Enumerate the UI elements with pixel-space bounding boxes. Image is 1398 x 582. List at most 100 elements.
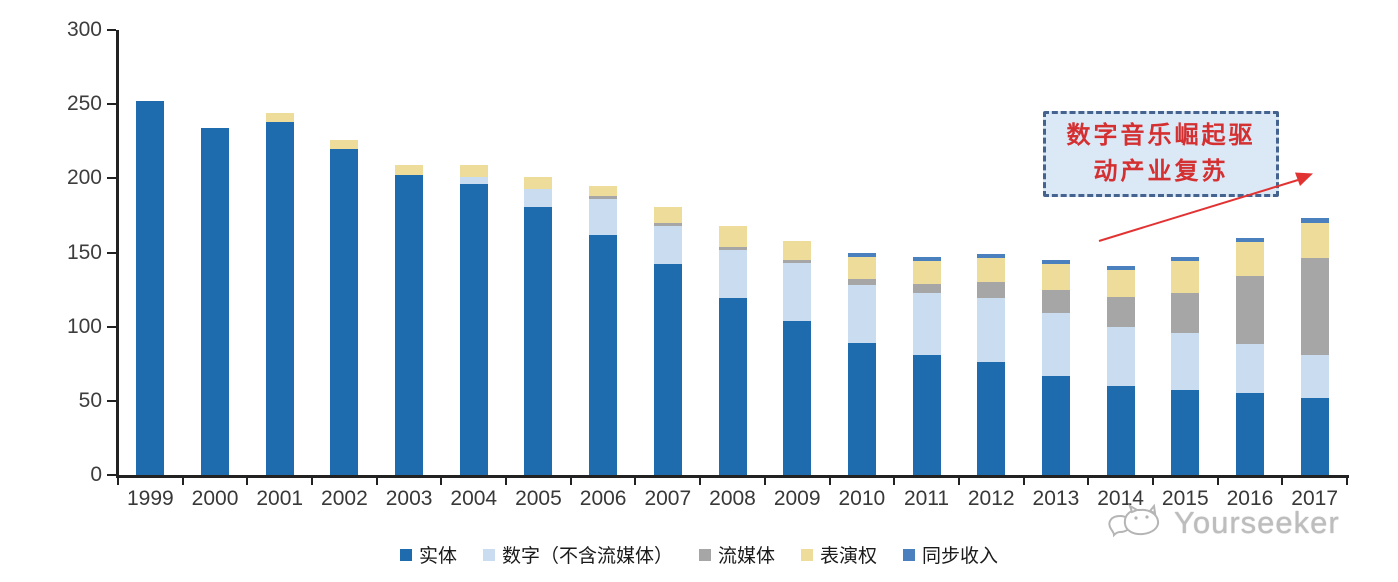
x-tick bbox=[375, 477, 378, 485]
y-tick-label: 100 bbox=[66, 314, 102, 338]
x-tick bbox=[311, 477, 314, 485]
x-axis-label: 2011 bbox=[903, 487, 950, 510]
bar-segment-2004 bbox=[459, 164, 488, 177]
y-tick bbox=[107, 325, 116, 328]
x-axis-label: 2012 bbox=[967, 487, 1015, 510]
x-tick bbox=[440, 477, 443, 485]
legend-label: 实体 bbox=[418, 546, 457, 567]
bar-segment-2011 bbox=[912, 292, 941, 355]
bar-segment-2001 bbox=[265, 113, 294, 122]
x-axis-label: 2000 bbox=[191, 487, 239, 510]
x-axis-label: 2016 bbox=[1226, 487, 1274, 510]
bar-segment-2013 bbox=[1041, 259, 1070, 265]
x-tick bbox=[1087, 477, 1090, 485]
legend: 实体 数字（不含流媒体） 流媒体 表演权 同步收入 bbox=[0, 541, 1398, 568]
bar-segment-2012 bbox=[977, 298, 1006, 363]
y-tick bbox=[107, 399, 116, 402]
y-tick-label: 200 bbox=[66, 166, 102, 190]
y-tick bbox=[107, 251, 116, 254]
x-tick bbox=[505, 477, 508, 485]
x-axis-label: 2008 bbox=[709, 487, 756, 510]
x-axis-label: 2003 bbox=[385, 487, 433, 510]
annotation-text-line: 数字音乐崛起驱 bbox=[1066, 122, 1256, 149]
bar-segment-2016 bbox=[1235, 344, 1264, 394]
bar-segment-2010 bbox=[847, 285, 876, 343]
x-axis-label: 2013 bbox=[1032, 487, 1080, 510]
x-tick bbox=[828, 477, 831, 485]
bar-segment-2004 bbox=[459, 176, 488, 185]
bar-segment-2014 bbox=[1106, 386, 1135, 475]
bar-segment-2016 bbox=[1235, 237, 1264, 243]
x-axis-label: 2017 bbox=[1291, 487, 1339, 510]
bar-segment-2013 bbox=[1041, 264, 1070, 290]
bar-segment-2015 bbox=[1171, 261, 1200, 293]
y-tick bbox=[107, 474, 116, 476]
annotation-text-line: 动产业复苏 bbox=[1093, 158, 1229, 185]
legend-label: 流媒体 bbox=[717, 546, 775, 567]
x-tick bbox=[1216, 477, 1219, 485]
bar-segment-2012 bbox=[977, 362, 1006, 475]
legend-swatch-icon bbox=[698, 548, 711, 561]
x-axis-label: 1999 bbox=[126, 487, 174, 510]
x-tick bbox=[1022, 477, 1025, 485]
bar-segment-2017 bbox=[1300, 397, 1329, 475]
y-tick-label: 250 bbox=[66, 92, 102, 116]
y-axis-line bbox=[116, 30, 119, 477]
x-axis-label: 2002 bbox=[321, 487, 368, 510]
bar-segment-2012 bbox=[977, 253, 1006, 259]
bar-segment-2007 bbox=[653, 264, 682, 475]
bar-segment-2010 bbox=[847, 256, 876, 280]
legend-item: 同步收入 bbox=[903, 541, 998, 568]
bar-segment-2013 bbox=[1041, 289, 1070, 314]
bar-segment-2014 bbox=[1106, 326, 1135, 386]
bar-segment-2013 bbox=[1041, 313, 1070, 376]
watermark: Yourseeker bbox=[1106, 502, 1340, 544]
bar-segment-1999 bbox=[136, 101, 165, 475]
legend-label: 同步收入 bbox=[922, 546, 999, 567]
x-tick bbox=[763, 477, 766, 485]
bar-segment-2008 bbox=[718, 298, 747, 475]
bar-segment-2011 bbox=[912, 354, 941, 475]
bar-segment-2002 bbox=[330, 148, 359, 475]
x-axis-label: 2006 bbox=[579, 487, 627, 510]
bar-segment-2017 bbox=[1300, 218, 1329, 223]
y-tick bbox=[107, 103, 116, 106]
bar-segment-2007 bbox=[653, 206, 682, 223]
x-tick bbox=[1346, 477, 1348, 485]
legend-swatch-icon bbox=[801, 548, 813, 561]
bar-segment-2007 bbox=[653, 222, 682, 226]
x-axis-label: 2005 bbox=[515, 487, 562, 510]
bar-segment-2001 bbox=[265, 121, 294, 475]
bar-segment-2003 bbox=[395, 175, 424, 475]
bar-segment-2010 bbox=[847, 342, 876, 475]
y-tick-label: 150 bbox=[66, 240, 102, 264]
bar-segment-2017 bbox=[1300, 222, 1329, 259]
bar-segment-2017 bbox=[1300, 258, 1329, 355]
bar-segment-2008 bbox=[718, 249, 747, 299]
x-tick bbox=[634, 477, 637, 485]
bar-segment-2007 bbox=[653, 225, 682, 265]
bar-segment-2009 bbox=[783, 240, 812, 260]
bar-segment-2015 bbox=[1171, 332, 1200, 391]
legend-swatch-icon bbox=[482, 548, 495, 561]
y-tick bbox=[107, 29, 116, 31]
bar-segment-2016 bbox=[1235, 276, 1264, 345]
bar-segment-2012 bbox=[977, 258, 1006, 283]
x-axis-line bbox=[116, 475, 1349, 478]
bar-segment-2014 bbox=[1106, 265, 1135, 271]
x-axis-label: 2001 bbox=[256, 487, 304, 510]
bar-segment-2004 bbox=[459, 184, 488, 475]
bar-segment-2011 bbox=[912, 256, 941, 262]
bar-segment-2014 bbox=[1106, 270, 1135, 297]
annotation-box: 数字音乐崛起驱 动产业复苏 bbox=[1043, 111, 1279, 197]
x-axis-label: 2009 bbox=[773, 487, 821, 510]
x-axis-label: 2004 bbox=[450, 487, 498, 510]
legend-item: 流媒体 bbox=[698, 541, 775, 568]
bar-segment-2017 bbox=[1300, 354, 1329, 398]
x-tick bbox=[117, 477, 119, 485]
x-tick bbox=[569, 477, 572, 485]
x-axis-label: 2014 bbox=[1097, 487, 1144, 510]
x-axis-label: 2010 bbox=[838, 487, 886, 510]
x-tick bbox=[181, 477, 184, 485]
bar-segment-2011 bbox=[912, 283, 941, 293]
